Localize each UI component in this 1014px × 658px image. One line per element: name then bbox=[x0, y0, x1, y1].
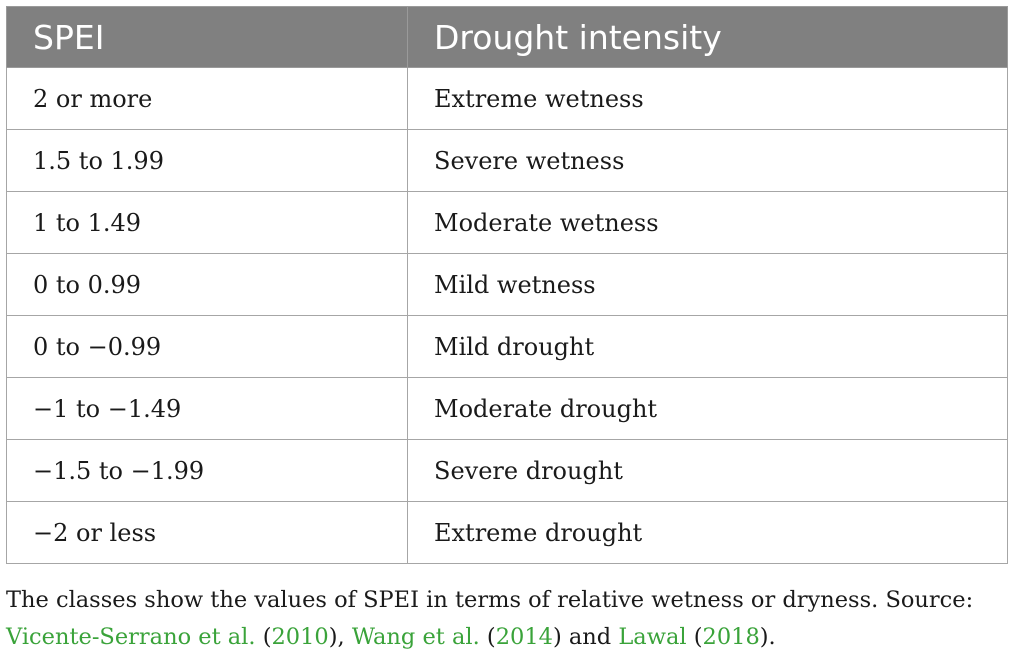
reference-link-lawal[interactable]: Lawal bbox=[618, 624, 687, 650]
table-row: 1.5 to 1.99 Severe wetness bbox=[6, 129, 1008, 192]
reference-link-wang[interactable]: Wang et al. bbox=[351, 624, 480, 650]
cell-intensity: Severe wetness bbox=[407, 129, 1008, 192]
cell-spei-range: 2 or more bbox=[6, 67, 408, 130]
reference-year-2014[interactable]: 2014 bbox=[495, 624, 553, 650]
cell-intensity: Extreme wetness bbox=[407, 67, 1008, 130]
cell-intensity: Severe drought bbox=[407, 439, 1008, 502]
cell-intensity: Extreme drought bbox=[407, 501, 1008, 564]
table-row: 2 or more Extreme wetness bbox=[6, 67, 1008, 130]
table-row: −1.5 to −1.99 Severe drought bbox=[6, 439, 1008, 502]
cell-spei-range: −1.5 to −1.99 bbox=[6, 439, 408, 502]
caption-punctuation: ) and bbox=[552, 624, 619, 650]
cell-intensity: Moderate drought bbox=[407, 377, 1008, 440]
caption-punctuation: ( bbox=[479, 624, 496, 650]
table-row: 1 to 1.49 Moderate wetness bbox=[6, 191, 1008, 254]
table-row: −1 to −1.49 Moderate drought bbox=[6, 377, 1008, 440]
table-caption: The classes show the values of SPEI in t… bbox=[6, 582, 1010, 656]
cell-spei-range: 0 to −0.99 bbox=[6, 315, 408, 378]
table-row: −2 or less Extreme drought bbox=[6, 501, 1008, 564]
table-header-row: SPEI Drought intensity bbox=[6, 6, 1008, 68]
table-row: 0 to 0.99 Mild wetness bbox=[6, 253, 1008, 316]
header-drought-intensity: Drought intensity bbox=[407, 6, 1008, 68]
header-spei: SPEI bbox=[6, 6, 408, 68]
cell-intensity: Moderate wetness bbox=[407, 191, 1008, 254]
caption-punctuation: ( bbox=[255, 624, 272, 650]
reference-year-2010[interactable]: 2010 bbox=[271, 624, 329, 650]
cell-spei-range: −2 or less bbox=[6, 501, 408, 564]
spei-classification-table: SPEI Drought intensity 2 or more Extreme… bbox=[6, 6, 1008, 564]
caption-punctuation: ). bbox=[759, 624, 776, 650]
caption-punctuation: ), bbox=[328, 624, 352, 650]
cell-spei-range: −1 to −1.49 bbox=[6, 377, 408, 440]
table-row: 0 to −0.99 Mild drought bbox=[6, 315, 1008, 378]
cell-intensity: Mild wetness bbox=[407, 253, 1008, 316]
reference-year-2018[interactable]: 2018 bbox=[702, 624, 760, 650]
cell-spei-range: 1.5 to 1.99 bbox=[6, 129, 408, 192]
cell-spei-range: 0 to 0.99 bbox=[6, 253, 408, 316]
caption-text: The classes show the values of SPEI in t… bbox=[6, 587, 974, 613]
reference-link-vicente-serrano[interactable]: Vicente-Serrano et al. bbox=[6, 624, 256, 650]
cell-spei-range: 1 to 1.49 bbox=[6, 191, 408, 254]
caption-punctuation: ( bbox=[686, 624, 703, 650]
cell-intensity: Mild drought bbox=[407, 315, 1008, 378]
